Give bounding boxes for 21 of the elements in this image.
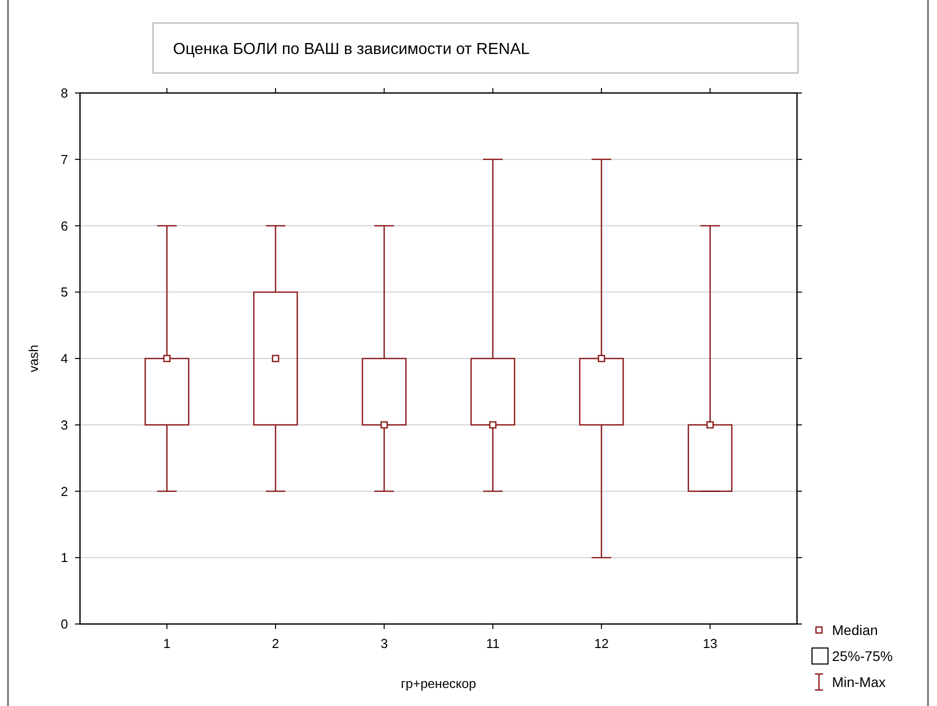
x-tick-label: 11: [486, 636, 500, 651]
text: Median: [832, 622, 878, 638]
x-tick-label: 13: [702, 636, 718, 651]
y-tick-label: 6: [60, 218, 68, 234]
y-tick-label: 8: [60, 86, 68, 101]
y-tick-label: 4: [60, 351, 68, 366]
x-tick-label: 12: [594, 636, 609, 651]
x-tick-label: 3: [380, 636, 388, 651]
text: 25%-75%: [832, 648, 893, 664]
x-tick-label: 2: [272, 636, 280, 651]
y-tick-label: 0: [60, 616, 68, 632]
y-tick-label: 7: [60, 152, 68, 167]
y-tick-label: 3: [60, 417, 68, 432]
y-tick-label: 2: [60, 484, 68, 499]
chart-title: Оценка БОЛИ по ВАШ в зависимости от RENAL: [173, 41, 530, 58]
x-tick-label: 1: [163, 636, 171, 651]
x-axis-title: гр+ренескор: [400, 676, 476, 691]
y-tick-label: 5: [60, 284, 68, 300]
text: Min-Max: [832, 674, 886, 690]
y-tick-label: 1: [60, 550, 68, 566]
y-axis-title: vash: [26, 344, 41, 372]
